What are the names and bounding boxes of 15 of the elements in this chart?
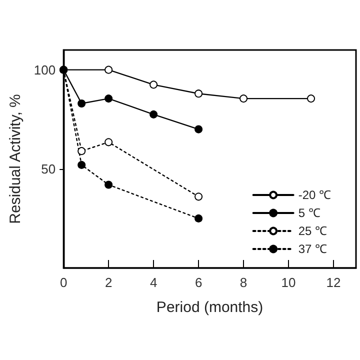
legend-label: 25 ℃	[298, 224, 328, 238]
y-tick-label: 100	[34, 62, 56, 78]
x-tick-label: 2	[104, 275, 112, 290]
x-tick-label: 10	[281, 275, 296, 290]
legend-label: -20 ℃	[298, 188, 332, 202]
x-tick-label: 8	[240, 275, 248, 290]
x-tick-label: 4	[150, 275, 158, 290]
x-tick-label: 0	[60, 275, 68, 290]
legend-label: 5 ℃	[298, 206, 320, 220]
legend-label: 37 ℃	[298, 242, 328, 256]
y-tick-label: 50	[41, 161, 56, 176]
x-tick-label: 6	[194, 275, 202, 290]
y-axis-title: Residual Activity, %	[7, 94, 24, 224]
x-axis-title: Period (months)	[156, 299, 264, 316]
x-tick-label: 12	[326, 275, 341, 290]
